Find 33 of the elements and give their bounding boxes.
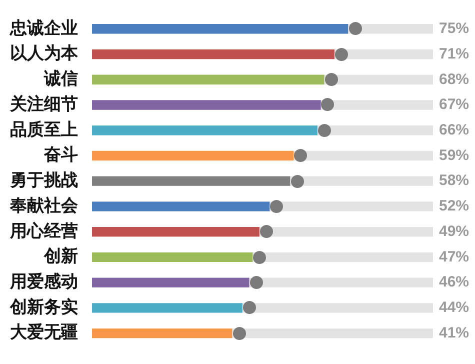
y-tick-label: 勇于挑战 (9, 170, 78, 191)
data-label: 44% (439, 299, 470, 316)
data-label: 49% (439, 222, 470, 240)
y-tick-label: 奋斗 (43, 145, 78, 166)
y-tick-label: 以人为本 (10, 44, 79, 64)
data-label: 41% (439, 324, 470, 342)
y-tick-label: 用心经营 (9, 221, 78, 242)
y-tick-label: 创新 (43, 246, 78, 267)
data-label: 58% (439, 172, 470, 190)
data-label: 75% (439, 20, 470, 38)
bar (289, 176, 433, 186)
y-tick-label: 用爱感动 (9, 272, 78, 292)
bar (242, 303, 433, 313)
bar (268, 202, 433, 212)
data-label: 68% (439, 70, 470, 88)
data-label: 71% (439, 45, 470, 62)
bar (231, 328, 433, 338)
y-tick-label: 创新务实 (9, 297, 78, 318)
bar (258, 227, 433, 237)
data-label: 52% (439, 198, 470, 215)
bar (252, 252, 433, 262)
y-tick-label: 大爱无疆 (10, 322, 78, 343)
bar (248, 278, 433, 288)
y-tick-label: 奉献社会 (9, 196, 79, 216)
data-label: 47% (439, 248, 470, 266)
data-label: 59% (439, 146, 470, 164)
y-tick-label: 关注细节 (9, 94, 78, 114)
y-tick-label: 品质至上 (10, 120, 78, 140)
y-tick-label: 忠诚企业 (9, 18, 78, 38)
data-label: 67% (439, 96, 470, 114)
data-label: 66% (439, 122, 470, 138)
y-tick-label: 诚信 (43, 69, 78, 90)
data-label: 46% (439, 274, 470, 291)
